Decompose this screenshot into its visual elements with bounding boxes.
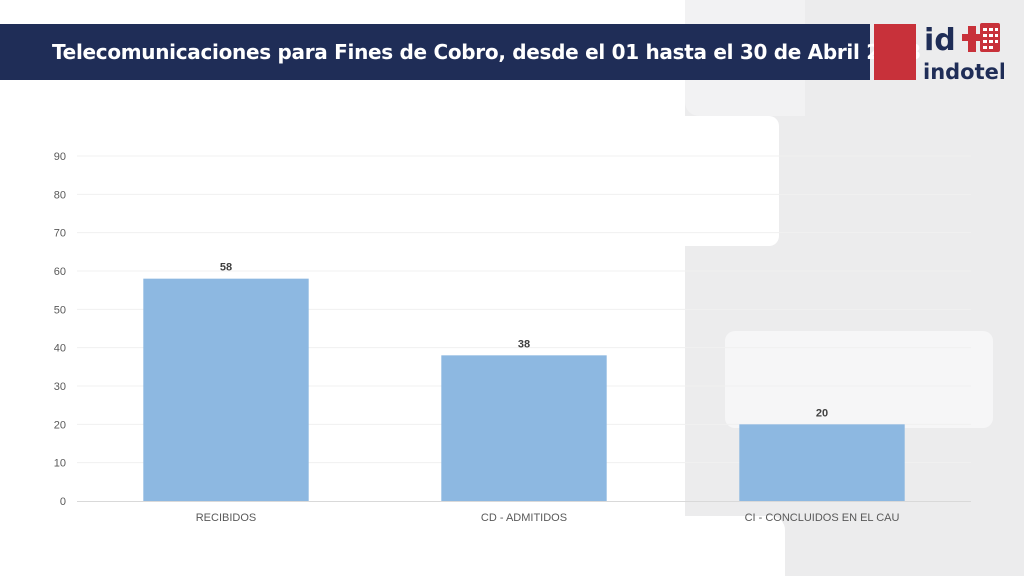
logo-text: indotel xyxy=(923,60,1004,84)
y-tick-label: 40 xyxy=(54,343,66,355)
page-title: Telecomunicaciones para Fines de Cobro, … xyxy=(52,40,921,64)
y-tick-label: 80 xyxy=(54,189,66,201)
bar xyxy=(143,278,309,501)
x-tick-label: CI - CONCLUIDOS EN EL CAU xyxy=(745,512,900,524)
y-tick-label: 10 xyxy=(54,458,66,470)
logo-accent xyxy=(874,24,916,80)
background-panel xyxy=(685,516,785,576)
data-label: 38 xyxy=(518,338,530,350)
y-tick-label: 60 xyxy=(54,266,66,278)
x-tick-label: CD - ADMITIDOS xyxy=(481,512,567,524)
y-tick-label: 50 xyxy=(54,304,66,316)
bar xyxy=(739,424,905,501)
y-tick-label: 20 xyxy=(54,419,66,431)
bar xyxy=(441,355,607,501)
y-tick-label: 0 xyxy=(60,496,66,508)
x-tick-label: RECIBIDOS xyxy=(196,512,257,524)
indotel-logo: id indotel xyxy=(923,23,1004,84)
y-tick-label: 70 xyxy=(54,228,66,240)
data-label: 20 xyxy=(816,407,828,419)
y-tick-label: 90 xyxy=(54,151,66,163)
logo-mark: id xyxy=(924,23,956,58)
title-bar: Telecomunicaciones para Fines de Cobro, … xyxy=(0,24,921,80)
background-panel xyxy=(685,116,779,246)
y-tick-label: 30 xyxy=(54,381,66,393)
data-label: 58 xyxy=(220,262,232,274)
